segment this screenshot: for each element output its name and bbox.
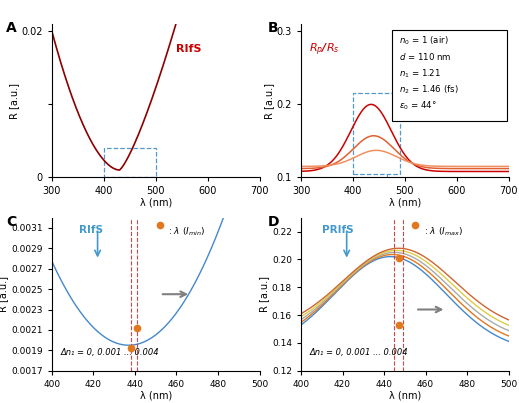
Text: $d$ = 110 nm: $d$ = 110 nm: [399, 51, 451, 62]
Text: RIfS: RIfS: [176, 44, 202, 54]
Text: D: D: [268, 214, 279, 229]
FancyBboxPatch shape: [392, 30, 507, 120]
Text: B: B: [268, 21, 278, 35]
Text: $n_0$ = 1 (air): $n_0$ = 1 (air): [399, 35, 448, 48]
Text: Δn₁ = 0, 0.001 ... 0.004: Δn₁ = 0, 0.001 ... 0.004: [60, 349, 159, 357]
X-axis label: λ (nm): λ (nm): [389, 390, 421, 400]
Text: Δn₁ = 0, 0.001 ... 0.004: Δn₁ = 0, 0.001 ... 0.004: [309, 349, 408, 357]
Text: $n_2$ = 1.46 (fs): $n_2$ = 1.46 (fs): [399, 83, 458, 96]
Text: C: C: [6, 214, 17, 229]
Y-axis label: R [a.u.]: R [a.u.]: [0, 276, 8, 312]
Y-axis label: R [a.u.]: R [a.u.]: [259, 276, 269, 312]
X-axis label: λ (nm): λ (nm): [389, 198, 421, 208]
Text: PRIfS: PRIfS: [322, 225, 353, 235]
Bar: [104, 148, 156, 177]
Text: A: A: [6, 21, 17, 35]
Text: $n_1$ = 1.21: $n_1$ = 1.21: [399, 67, 441, 79]
Text: $\varepsilon_0$ = 44°: $\varepsilon_0$ = 44°: [399, 99, 436, 112]
Y-axis label: R [a.u.]: R [a.u.]: [9, 83, 19, 119]
Text: RIfS: RIfS: [79, 225, 103, 235]
Text: : $\lambda$ ($I_{min}$): : $\lambda$ ($I_{min}$): [168, 225, 206, 238]
Text: $R_p$/$R_s$: $R_p$/$R_s$: [309, 41, 340, 58]
Y-axis label: R [a.u.]: R [a.u.]: [264, 83, 274, 119]
X-axis label: λ (nm): λ (nm): [140, 198, 172, 208]
X-axis label: λ (nm): λ (nm): [140, 390, 172, 400]
Bar: [353, 93, 400, 174]
Text: : $\lambda$ ($I_{max}$): : $\lambda$ ($I_{max}$): [424, 225, 462, 238]
